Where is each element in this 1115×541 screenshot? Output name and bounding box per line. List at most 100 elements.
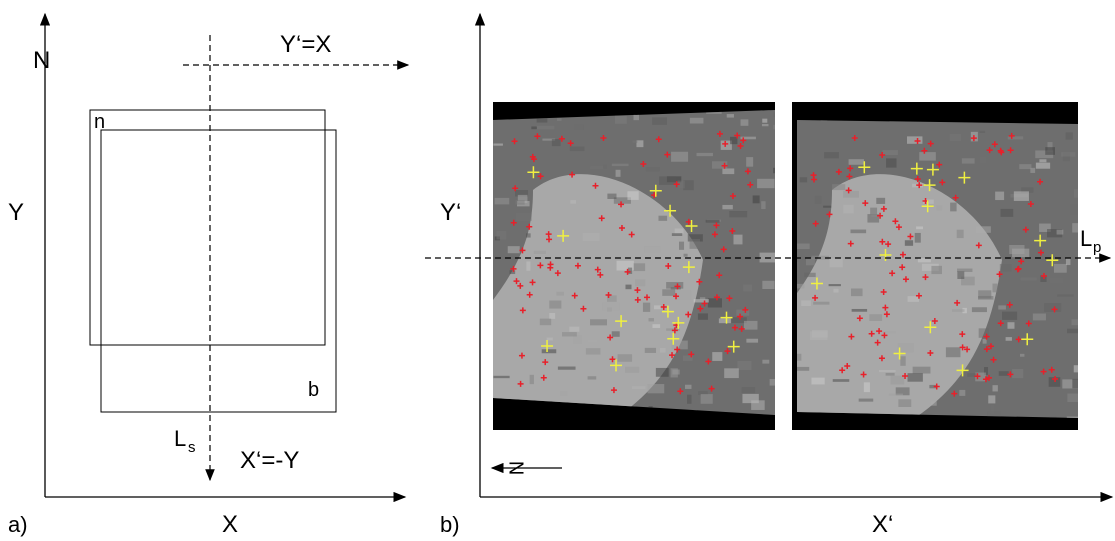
texture <box>957 230 964 238</box>
texture <box>918 258 931 262</box>
texture <box>950 134 961 141</box>
texture <box>800 177 807 182</box>
texture <box>685 385 692 389</box>
texture <box>843 191 859 198</box>
texture <box>1057 294 1073 296</box>
texture <box>698 313 708 319</box>
texture <box>983 339 987 344</box>
texture <box>719 318 731 323</box>
texture <box>569 327 579 332</box>
texture <box>1002 430 1020 434</box>
texture <box>675 228 684 233</box>
image-n-frame <box>90 110 325 345</box>
texture <box>687 395 692 404</box>
texture <box>1009 245 1024 254</box>
texture <box>850 230 866 234</box>
texture <box>552 139 561 146</box>
texture <box>690 239 700 249</box>
texture <box>869 314 882 321</box>
texture <box>876 198 885 204</box>
texture <box>915 233 921 243</box>
texture <box>636 140 643 147</box>
texture <box>643 303 650 312</box>
texture <box>849 159 864 165</box>
texture <box>978 290 991 298</box>
texture <box>679 242 684 250</box>
texture <box>612 331 620 336</box>
texture <box>1001 209 1014 217</box>
line-label: L <box>1080 226 1092 251</box>
texture <box>962 158 975 163</box>
texture <box>536 126 554 130</box>
texture <box>510 270 516 274</box>
texture <box>635 279 645 286</box>
texture <box>864 382 870 392</box>
texture <box>625 285 631 290</box>
texture <box>603 165 607 169</box>
texture <box>1067 394 1078 402</box>
texture <box>795 367 809 371</box>
texture <box>675 291 692 300</box>
texture <box>833 289 838 293</box>
texture <box>1074 365 1080 372</box>
texture <box>526 261 530 270</box>
texture <box>1007 322 1014 329</box>
texture <box>762 124 769 126</box>
texture <box>656 368 669 377</box>
texture <box>583 233 600 241</box>
texture <box>1000 264 1012 272</box>
texture <box>773 125 783 130</box>
texture <box>907 136 922 143</box>
texture <box>556 292 564 296</box>
texture <box>658 216 667 221</box>
texture <box>701 394 713 404</box>
texture <box>615 116 627 124</box>
texture <box>722 168 734 174</box>
texture <box>1074 189 1079 198</box>
texture <box>931 266 942 274</box>
texture <box>530 375 534 384</box>
texture <box>737 361 751 370</box>
texture <box>762 360 769 364</box>
texture <box>662 289 675 296</box>
texture <box>733 235 742 245</box>
texture <box>1033 313 1046 320</box>
texture <box>746 339 758 343</box>
texture <box>1002 312 1017 320</box>
image-b-frame <box>101 130 336 412</box>
texture <box>988 395 995 403</box>
texture <box>762 281 774 289</box>
texture <box>493 376 509 378</box>
texture <box>870 208 877 215</box>
texture <box>852 309 867 312</box>
texture <box>886 158 896 167</box>
texture <box>625 367 639 373</box>
texture <box>549 301 561 309</box>
texture <box>905 240 913 246</box>
texture <box>796 354 801 361</box>
texture <box>649 318 654 321</box>
texture <box>916 226 923 229</box>
texture <box>652 324 660 328</box>
texture <box>919 152 936 161</box>
texture <box>586 348 601 354</box>
texture <box>833 379 850 382</box>
x-axis-label: X‘ <box>872 511 893 538</box>
texture <box>557 118 562 121</box>
texture <box>708 298 722 307</box>
texture <box>952 309 964 312</box>
texture <box>542 349 557 353</box>
texture <box>672 233 682 236</box>
texture <box>633 263 645 271</box>
texture <box>753 195 760 203</box>
figure: N Y‘=X n b Y L s X‘=-Y a) X Y‘ L p N b) … <box>0 0 1115 541</box>
texture <box>813 302 829 305</box>
rotated-x-label: X‘=-Y <box>240 447 299 474</box>
texture <box>590 319 607 325</box>
texture <box>590 166 603 169</box>
texture <box>886 373 895 376</box>
texture <box>770 379 784 386</box>
panel-label: a) <box>8 512 28 537</box>
texture <box>859 399 874 402</box>
texture <box>534 251 546 254</box>
